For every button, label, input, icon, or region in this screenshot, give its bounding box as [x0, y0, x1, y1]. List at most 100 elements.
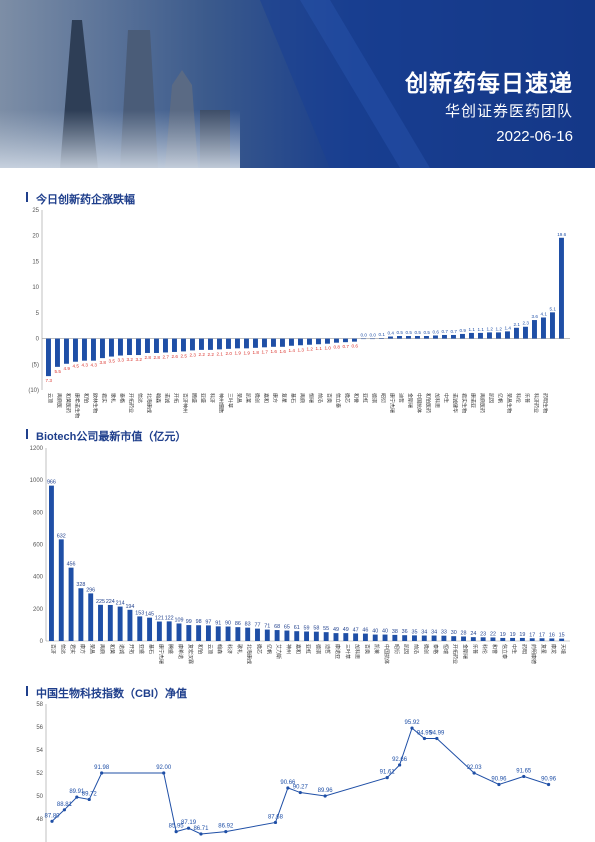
category-label: 和誉 [353, 393, 360, 403]
category-label: 嘉和 [295, 644, 302, 654]
y-tick-label: 15 [32, 259, 39, 265]
category-label: 康希诺生物 [74, 393, 81, 418]
data-label: 1.9 [235, 350, 242, 355]
data-label: 92.00 [156, 765, 172, 771]
category-label: 中国抗体 [416, 393, 423, 413]
bar [294, 631, 300, 641]
bar [55, 338, 60, 367]
team-name: 华创证券医药团队 [444, 103, 573, 120]
data-label: 49 [333, 627, 339, 633]
bar [208, 338, 213, 350]
category-label: 云顶 [47, 393, 53, 403]
category-label: 药明康德 [530, 644, 537, 664]
bar [88, 593, 94, 641]
bar [415, 336, 420, 339]
category-label: 诺诚健华 [452, 393, 459, 413]
bar [451, 636, 457, 641]
data-label: 2.2 [199, 352, 206, 357]
bar [343, 338, 348, 343]
category-label: 昭衍 [380, 393, 387, 403]
data-point [286, 786, 290, 790]
category-label: 德琪 [314, 644, 321, 654]
bar [98, 604, 103, 641]
category-label: 神州 [285, 644, 292, 654]
bar [353, 633, 359, 641]
bar [91, 338, 96, 361]
bar [441, 635, 447, 641]
y-tick-label: (5) [32, 362, 39, 368]
data-label: 87.19 [181, 820, 197, 826]
category-label: 科伦 [481, 644, 488, 654]
bar [127, 609, 133, 641]
data-point [385, 776, 389, 780]
data-label: 94.99 [429, 731, 445, 737]
category-label: 翰森 [155, 393, 162, 403]
data-label: 0.7 [343, 344, 350, 349]
category-label: 亚盛 [200, 393, 207, 403]
data-label: 90.66 [280, 780, 296, 786]
bar [478, 332, 483, 339]
y-tick-label: 10 [32, 285, 39, 291]
category-label: 再鼎医药 [479, 393, 486, 413]
category-label: 科济 [226, 644, 233, 654]
category-label: 开拓药业 [128, 393, 135, 413]
bar [147, 617, 153, 641]
data-label: 15 [559, 633, 565, 639]
category-label: 歌礼 [110, 393, 117, 403]
data-point [398, 763, 402, 767]
market-cap-bar-chart: 0 200 400 600 800 1000 1200 966 百济 632 信达 456 君实 328 康… [30, 446, 570, 664]
category-label: 云顶 [206, 644, 212, 654]
data-label: 92.03 [467, 765, 483, 771]
data-label: 966 [47, 480, 56, 486]
category-label: 康龙 [550, 644, 557, 654]
category-label: 再鼎医 [56, 393, 63, 408]
bar [145, 338, 150, 353]
category-label: 微创 [422, 644, 429, 654]
bar [412, 635, 417, 641]
data-label: 17 [539, 632, 545, 638]
bar [343, 633, 349, 641]
data-point [323, 794, 327, 798]
bar [469, 332, 474, 339]
data-label: 2.8 [154, 355, 161, 360]
bar [433, 335, 438, 339]
bar [118, 338, 123, 356]
category-label: 凯因 [403, 644, 410, 654]
data-label: 85.95 [169, 824, 185, 830]
bar [176, 623, 182, 641]
data-label: 4.3 [82, 363, 89, 368]
data-label: 122 [165, 615, 174, 621]
y-tick-label: 56 [36, 725, 43, 731]
data-label: 86.92 [218, 824, 234, 830]
bar [217, 338, 222, 350]
data-label: 83 [245, 622, 251, 628]
bar [333, 633, 339, 641]
category-label: 药明生物 [542, 393, 549, 413]
category-label: 诺诚 [164, 393, 171, 403]
data-label: 89.96 [318, 788, 334, 794]
category-label: 中生 [511, 644, 518, 654]
data-label: 2.2 [208, 352, 215, 357]
bar [424, 336, 429, 339]
data-label: 89.91 [69, 789, 85, 795]
data-label: 2.5 [181, 353, 188, 358]
data-label: 632 [57, 533, 66, 539]
bar [255, 628, 260, 641]
category-label: 艾力斯 [275, 644, 282, 659]
category-label: 信立泰 [501, 644, 508, 659]
city-skyline-image [0, 0, 595, 168]
category-label: 复星 [281, 393, 288, 403]
bar [186, 625, 192, 641]
data-label: 30 [451, 630, 457, 636]
category-label: 百奥 [363, 644, 370, 654]
data-label: 2.3 [523, 321, 530, 326]
data-point [100, 771, 104, 775]
bar [382, 634, 388, 641]
bar [316, 338, 321, 345]
bar [397, 336, 402, 339]
data-label: 224 [106, 599, 115, 605]
bar [68, 567, 74, 641]
data-label: 40 [382, 629, 388, 635]
data-point [162, 771, 166, 775]
bar [461, 636, 466, 641]
